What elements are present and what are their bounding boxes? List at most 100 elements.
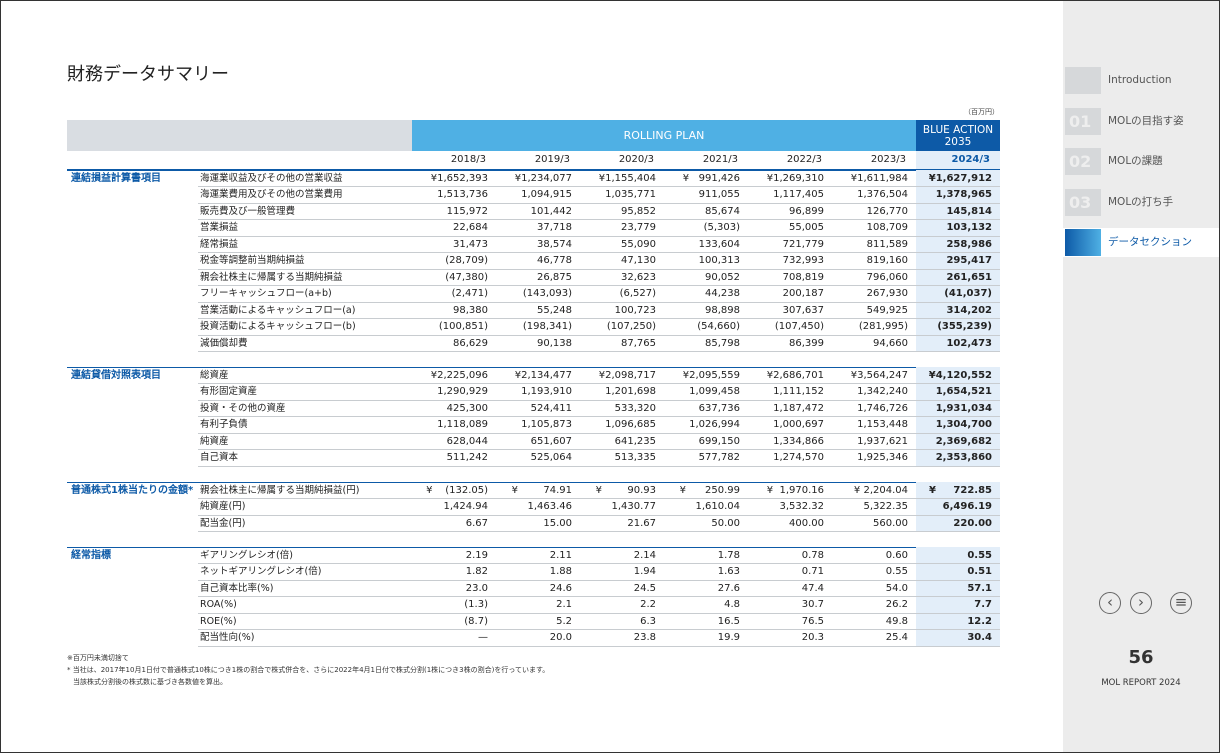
nav-label[interactable]: MOLの目指す姿 <box>1108 114 1184 127</box>
cell: 2.11 <box>549 550 572 561</box>
cell: (107,450) <box>774 321 824 333</box>
nav-button[interactable]: ‹ <box>1099 592 1121 614</box>
nav-button[interactable]: › <box>1130 592 1152 614</box>
row-label: 販売費及び一般管理費 <box>200 205 296 217</box>
cell: 1,430.77 <box>611 501 656 513</box>
cell: 1,746,726 <box>857 402 908 414</box>
cell: (28,709) <box>445 255 488 267</box>
unit: （百万円） <box>964 108 999 116</box>
cell: 15.00 <box>543 517 572 529</box>
cell: 513,335 <box>614 452 656 464</box>
nav-label[interactable]: MOLの課題 <box>1108 155 1163 167</box>
row-label: ROE(%) <box>200 615 237 627</box>
highlight-col <box>916 170 1000 351</box>
cell: 55,090 <box>621 238 656 250</box>
row-label: フリーキャッシュフロー(a+b) <box>200 288 332 300</box>
nav-icon <box>1065 148 1101 175</box>
year-row-bg <box>916 151 1000 169</box>
row-line <box>198 383 1000 385</box>
year: 2023/3 <box>870 154 906 165</box>
cell: 307,637 <box>782 304 824 316</box>
nav-label[interactable]: Introduction <box>1108 74 1172 86</box>
cell: 708,819 <box>782 271 824 283</box>
cell: 98,380 <box>453 304 488 316</box>
cell: 1,334,866 <box>773 435 824 447</box>
cell: ¥1,652,393 <box>430 173 488 184</box>
target-label: BLUE ACTION 2035 <box>922 124 994 148</box>
cell: 23,779 <box>621 222 656 234</box>
title: 財務データサマリー <box>67 64 229 85</box>
row-line <box>198 219 1000 221</box>
row-label: ROA(%) <box>200 599 237 611</box>
nav-label[interactable]: MOLの打ち手 <box>1108 195 1174 208</box>
row-label: 経常損益 <box>200 238 239 250</box>
cell: 533,320 <box>614 402 656 414</box>
cell: 549,925 <box>866 304 908 316</box>
section-label: 普通株式1株当たりの金額* <box>71 484 194 496</box>
nav-icon <box>1065 107 1101 135</box>
row-label: 営業損益 <box>200 222 239 234</box>
section-top-line <box>67 481 1000 483</box>
cell: 16.5 <box>717 615 740 627</box>
cell: 524,411 <box>530 402 572 414</box>
cell: 0.51 <box>967 566 992 578</box>
row-label: 投資活動によるキャッシュフロー(b) <box>200 321 356 333</box>
cell: 86,629 <box>453 337 488 349</box>
cell: 267,930 <box>866 288 908 300</box>
cell: 133,604 <box>698 238 740 250</box>
section-label: 連結損益計算書項目 <box>71 173 161 184</box>
cell: 732,993 <box>782 255 824 267</box>
cell: 30.7 <box>801 599 824 611</box>
cell: 57.1 <box>967 582 992 594</box>
nav-num: 03 <box>1069 192 1092 212</box>
note: * 当社は、2017年10月1日付で普通株式10株につき1株の割合で株式併合を、… <box>67 666 550 674</box>
nav-button[interactable]: ≡ <box>1170 592 1192 614</box>
cell: 1,378,965 <box>935 189 992 201</box>
cell: 400.00 <box>789 517 824 529</box>
cell: ¥1,611,984 <box>850 173 908 184</box>
year: 2022/3 <box>786 154 822 165</box>
row-line <box>198 629 1000 631</box>
cell: 27.6 <box>717 582 740 594</box>
year: 2018/3 <box>450 154 486 165</box>
highlight-col <box>916 366 1000 466</box>
row-line <box>198 186 1000 188</box>
row-label: 親会社株主に帰属する当期純損益(円) <box>200 484 360 496</box>
cell: 1,290,929 <box>437 386 488 398</box>
cell: 108,709 <box>866 222 908 234</box>
cell: 1,026,994 <box>689 419 740 431</box>
cell: 1.82 <box>465 566 488 578</box>
row-line <box>198 334 1000 336</box>
nav-label[interactable]: データセクション <box>1108 236 1192 248</box>
cell: 5.2 <box>556 615 572 627</box>
cell: 1,117,405 <box>773 189 824 201</box>
cell: 101,442 <box>530 205 572 217</box>
cell: 31,473 <box>453 238 488 250</box>
cell: 1,513,736 <box>437 189 488 201</box>
cell: 6,496.19 <box>942 501 992 513</box>
cell: (8.7) <box>464 615 488 627</box>
cell: — <box>478 632 488 644</box>
cell: 22,684 <box>453 222 488 234</box>
cell: 5,322.35 <box>863 501 908 513</box>
cell: 651,607 <box>530 435 572 447</box>
cell: 1,153,448 <box>857 419 908 431</box>
cell: 19.9 <box>717 632 740 644</box>
cell: 86,399 <box>789 337 824 349</box>
cell: 12.2 <box>967 615 992 627</box>
cell: 525,064 <box>530 452 572 464</box>
cell: 911,055 <box>698 189 740 201</box>
cell: ¥ 90.93 <box>595 484 656 496</box>
cell: 1.78 <box>717 550 740 561</box>
row-line <box>198 252 1000 254</box>
cell: 85,798 <box>705 337 740 349</box>
row-label: 海運業費用及びその他の営業費用 <box>200 189 343 201</box>
cell: 1,304,700 <box>935 419 992 431</box>
row-line <box>198 416 1000 418</box>
report-name: MOL REPORT 2024 <box>1101 678 1181 688</box>
note: ※百万円未満切捨て <box>67 654 129 662</box>
cell: ¥ 991,426 <box>682 173 740 184</box>
cell: (107,250) <box>606 321 656 333</box>
cell: 47.4 <box>801 582 824 594</box>
cell: 21.67 <box>627 517 656 529</box>
